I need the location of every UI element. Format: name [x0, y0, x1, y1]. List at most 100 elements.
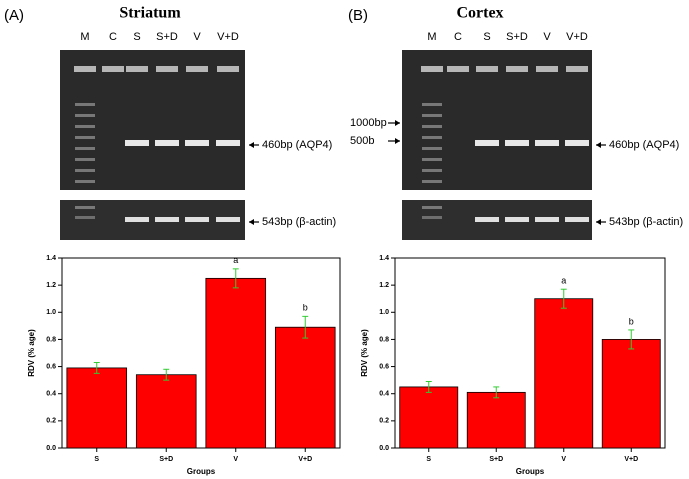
marker-label: 1000bp	[350, 117, 387, 129]
lane-label: C	[109, 31, 117, 43]
lane-label: S+D	[506, 31, 528, 43]
x-axis-label: Groups	[516, 467, 545, 476]
ladder-band	[75, 114, 95, 117]
marker-label: 500b	[350, 135, 374, 147]
ladder-band	[75, 180, 95, 183]
y-tick-label: 0.6	[46, 363, 56, 370]
x-tick-label: S+D	[159, 456, 173, 463]
x-tick-label: S	[94, 456, 99, 463]
error-bar	[163, 368, 170, 381]
x-tick-label: S+D	[489, 456, 503, 463]
y-axis-label: RDV (% age)	[27, 329, 36, 377]
band-label: 543bp (β-actin)	[262, 216, 336, 228]
bar	[66, 367, 128, 449]
error-bar	[425, 381, 432, 393]
gel-well	[447, 66, 469, 72]
error-bar	[628, 329, 635, 350]
bar	[205, 277, 267, 449]
error-bar	[560, 288, 567, 309]
gel-well	[506, 66, 528, 72]
ladder-band	[422, 169, 442, 172]
gel-band	[125, 217, 149, 222]
gel-band	[155, 140, 179, 146]
y-tick-label: 1.0	[379, 309, 389, 316]
lane-label: S+D	[156, 31, 178, 43]
ladder-band	[422, 103, 442, 106]
y-tick-label: 1.2	[379, 282, 389, 289]
ladder-band	[75, 206, 95, 209]
gel-band	[565, 217, 589, 222]
x-tick-label: V+D	[624, 456, 638, 463]
y-tick-label: 1.2	[46, 282, 56, 289]
gel-band	[535, 217, 559, 222]
ladder-band	[75, 169, 95, 172]
error-bar	[93, 362, 100, 374]
x-tick-label: V+D	[298, 456, 312, 463]
y-axis-label: RDV (% age)	[360, 329, 369, 377]
gel-image	[60, 50, 245, 190]
lane-label: V	[543, 31, 551, 43]
y-tick-label: 0.2	[379, 418, 389, 425]
gel-well	[536, 66, 558, 72]
y-tick-label: 1.0	[46, 309, 56, 316]
band-arrowhead	[249, 219, 254, 225]
gel-band	[475, 140, 499, 146]
bar	[399, 386, 459, 449]
y-tick-label: 0.8	[379, 336, 389, 343]
band-label: 543bp (β-actin)	[609, 216, 683, 228]
y-tick-label: 0.0	[46, 445, 56, 452]
bar	[534, 298, 594, 449]
panel-label: (B)	[348, 7, 368, 24]
ladder-band	[75, 125, 95, 128]
ladder-band	[422, 114, 442, 117]
gel-title: Cortex	[456, 5, 503, 22]
gel-title: Striatum	[119, 5, 181, 22]
gel-well	[566, 66, 588, 72]
error-bar	[232, 268, 239, 289]
ladder-band	[75, 147, 95, 150]
gel-band	[505, 140, 529, 146]
band-arrowhead	[596, 219, 601, 225]
panel-label: (A)	[4, 7, 24, 24]
lane-label: V+D	[566, 31, 588, 43]
ladder-band	[75, 103, 95, 106]
gel-band	[216, 217, 240, 222]
y-tick-label: 0.0	[379, 445, 389, 452]
lane-label: V+D	[217, 31, 239, 43]
annotation: b	[303, 303, 308, 313]
bar	[466, 391, 526, 449]
band-arrowhead	[596, 142, 601, 148]
ladder-band	[422, 136, 442, 139]
y-tick-label: 0.8	[46, 336, 56, 343]
gel-well	[156, 66, 178, 72]
ladder-band	[422, 216, 442, 219]
marker-arrowhead	[395, 120, 400, 126]
gel-band	[565, 140, 589, 146]
ladder-band	[75, 158, 95, 161]
error-bar	[493, 386, 500, 399]
x-tick-label: V	[561, 456, 566, 463]
lane-label: M	[80, 31, 89, 43]
band-label: 460bp (AQP4)	[262, 139, 332, 151]
gel-well	[102, 66, 124, 72]
gel-well	[126, 66, 148, 72]
ladder-band	[422, 158, 442, 161]
y-tick-label: 0.2	[46, 418, 56, 425]
annotation: a	[233, 255, 238, 265]
y-tick-label: 1.4	[46, 255, 56, 262]
ladder-band	[422, 206, 442, 209]
lane-label: C	[454, 31, 462, 43]
gel-band	[185, 140, 209, 146]
plot-frame	[394, 257, 666, 449]
x-axis-label: Groups	[187, 467, 216, 476]
band-label: 460bp (AQP4)	[609, 139, 679, 151]
gel-band	[535, 140, 559, 146]
y-tick-label: 0.6	[379, 363, 389, 370]
ladder-band	[75, 136, 95, 139]
gel-band	[475, 217, 499, 222]
gel-image	[402, 50, 592, 190]
bar	[274, 326, 336, 449]
lane-label: S	[483, 31, 490, 43]
bar	[601, 339, 661, 449]
